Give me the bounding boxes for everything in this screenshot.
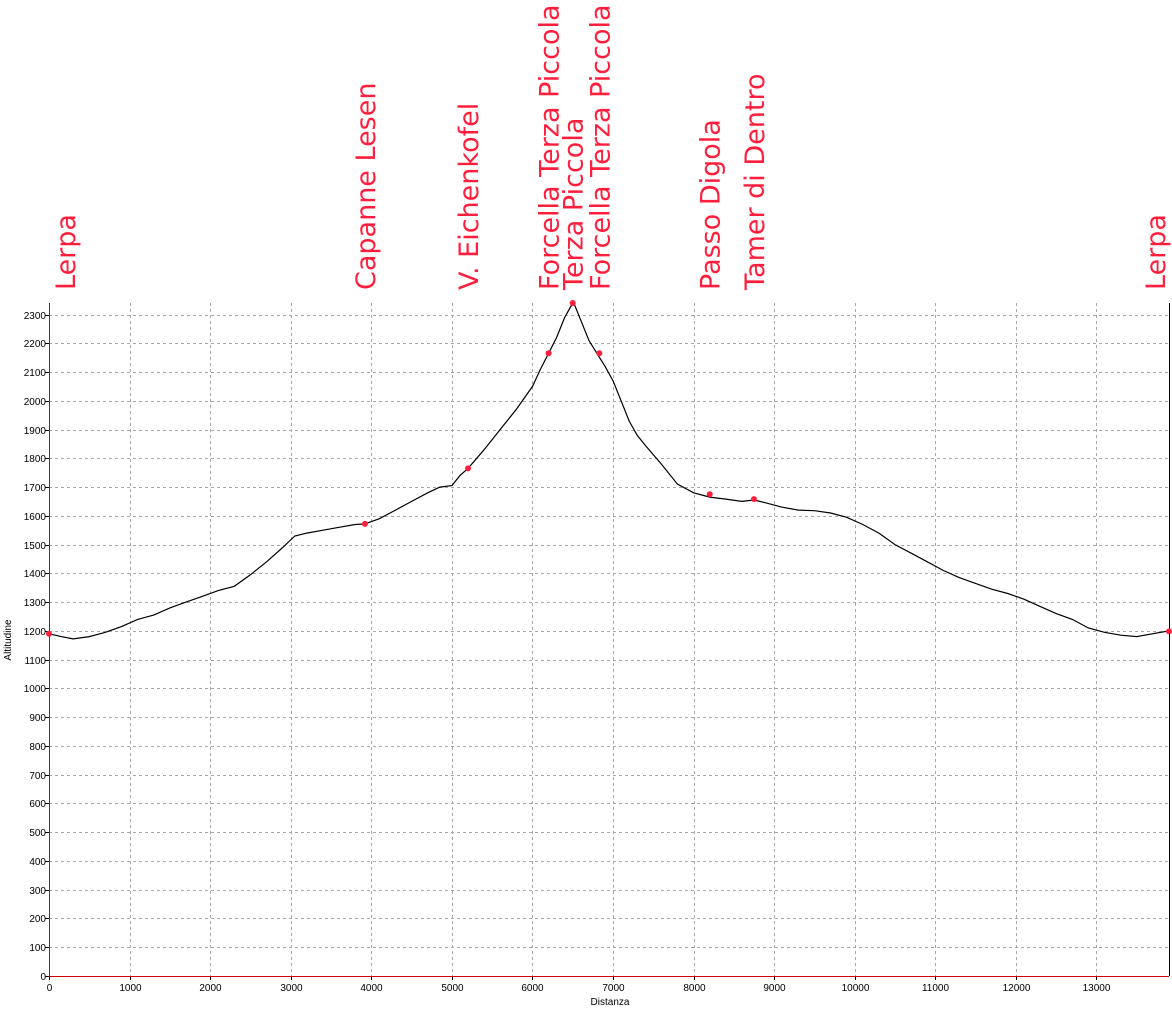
y-tick-label: 1200 [24,627,47,638]
x-tick-label: 5000 [441,983,464,994]
waypoint-marker [46,630,52,637]
x-tick-label: 9000 [763,983,786,994]
waypoint-marker [569,300,576,306]
x-tick-label: 10000 [842,983,870,994]
waypoint-marker [751,496,757,503]
y-tick-label: 1300 [24,598,47,609]
y-tick-labels: 0 100 200 300 400 500 600 700 800 900 1000 1100 1200… [24,311,47,983]
x-tick-labels: 0 1000 2000 3000 4000 5000 6000 7000 8000 9000 100… [47,983,1111,994]
y-tick-label: 2300 [24,311,47,322]
x-tick-label: 0 [47,983,53,994]
y-tick-label: 2000 [24,397,47,408]
x-tick-label: 8000 [683,983,706,994]
y-tick-label: 700 [29,771,46,782]
y-tick-label: 0 [40,972,46,983]
waypoint-label: Lerpa [51,214,82,290]
waypoint-marker [545,350,552,357]
y-tick-label: 900 [29,713,46,724]
waypoint-markers [46,300,1172,637]
waypoint-label: Capanne Lesen [351,83,382,290]
y-tick-label: 2200 [24,339,47,350]
y-tick-label: 1100 [24,656,46,667]
waypoint-labels: Lerpa Capanne Lesen V. Eichenkofel Forcella… [51,4,1172,291]
y-tick-label: 1600 [24,512,47,523]
y-tick-label: 1500 [24,541,47,552]
x-tick-label: 11000 [922,983,950,994]
waypoint-marker [465,465,471,472]
waypoint-label: Forcella Terza Piccola [535,4,566,290]
y-tick-label: 1000 [24,684,47,695]
waypoint-marker [706,491,713,498]
waypoint-label: Forcella Terza Piccola [585,4,616,290]
y-tick-label: 1800 [24,454,47,465]
waypoint-marker [1166,628,1172,635]
x-tick-label: 13000 [1083,983,1111,994]
elevation-profile-line [48,303,1170,640]
y-tick-label: 800 [29,742,46,753]
y-tick-label: 1700 [24,483,47,494]
y-tick-label: 100 [29,943,46,954]
y-tick-label: 600 [29,799,46,810]
y-axis-title: Altitudine [3,619,14,661]
waypoint-label: Terza Piccola [559,118,590,291]
x-tick-label: 6000 [521,983,544,994]
y-tick-label: 500 [29,828,46,839]
y-tick-label: 200 [29,914,46,925]
y-tick-label: 300 [29,886,46,897]
x-axis-title: Distanza [591,997,630,1008]
waypoint-label: Lerpa [1141,214,1172,290]
y-tick-label: 1900 [24,426,47,437]
x-tick-label: 3000 [280,983,303,994]
waypoint-label: Tamer di Dentro [740,73,771,291]
x-tick-label: 1000 [119,983,142,994]
y-tick-label: 2100 [24,368,47,379]
axes [45,303,1170,980]
y-tick-label: 1400 [24,569,47,580]
y-tick-label: 400 [29,857,46,868]
waypoint-label: Passo Digola [696,119,727,290]
x-tick-label: 12000 [1003,983,1031,994]
x-tick-label: 4000 [360,983,383,994]
grid [49,303,1169,976]
waypoint-label: V. Eichenkofel [454,103,485,290]
waypoint-marker [361,520,368,527]
x-tick-label: 2000 [199,983,222,994]
waypoint-marker [596,350,603,357]
x-tick-label: 7000 [602,983,625,994]
